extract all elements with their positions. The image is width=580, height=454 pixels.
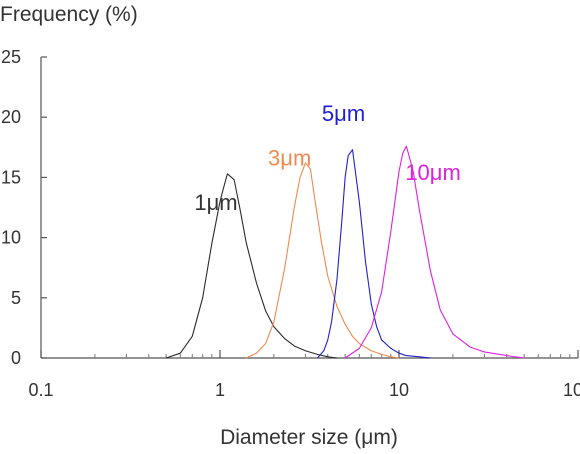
series-label: 3μm <box>268 145 311 170</box>
plot-area <box>165 145 525 359</box>
x-tick-label: 100 <box>563 380 580 400</box>
y-tick-label: 20 <box>1 107 21 127</box>
series-label: 10μm <box>405 160 460 185</box>
series-line-3 <box>344 145 525 359</box>
y-tick-label: 15 <box>1 167 21 187</box>
y-tick-label: 10 <box>1 228 21 248</box>
x-tick-label: 10 <box>389 380 409 400</box>
y-axis-title: Frequency (%) <box>0 3 138 26</box>
x-axis-title: Diameter size (μm) <box>220 426 398 449</box>
tick-group: 0 5 10 15 20 25 0.1 1 10 100 <box>1 47 580 400</box>
series-line-2 <box>316 149 431 359</box>
series-line-0 <box>165 173 338 359</box>
y-tick-label: 5 <box>11 288 21 308</box>
series-label: 1μm <box>194 190 237 215</box>
series-line-1 <box>245 162 400 359</box>
axes <box>40 57 578 359</box>
series-label-group: 1μm 3μm 5μm 10μm <box>194 101 460 215</box>
y-tick-label: 0 <box>11 348 21 368</box>
series-label: 5μm <box>322 101 365 126</box>
x-tick-label: 0.1 <box>28 380 53 400</box>
x-tick-label: 1 <box>215 380 225 400</box>
y-tick-label: 25 <box>1 47 21 67</box>
